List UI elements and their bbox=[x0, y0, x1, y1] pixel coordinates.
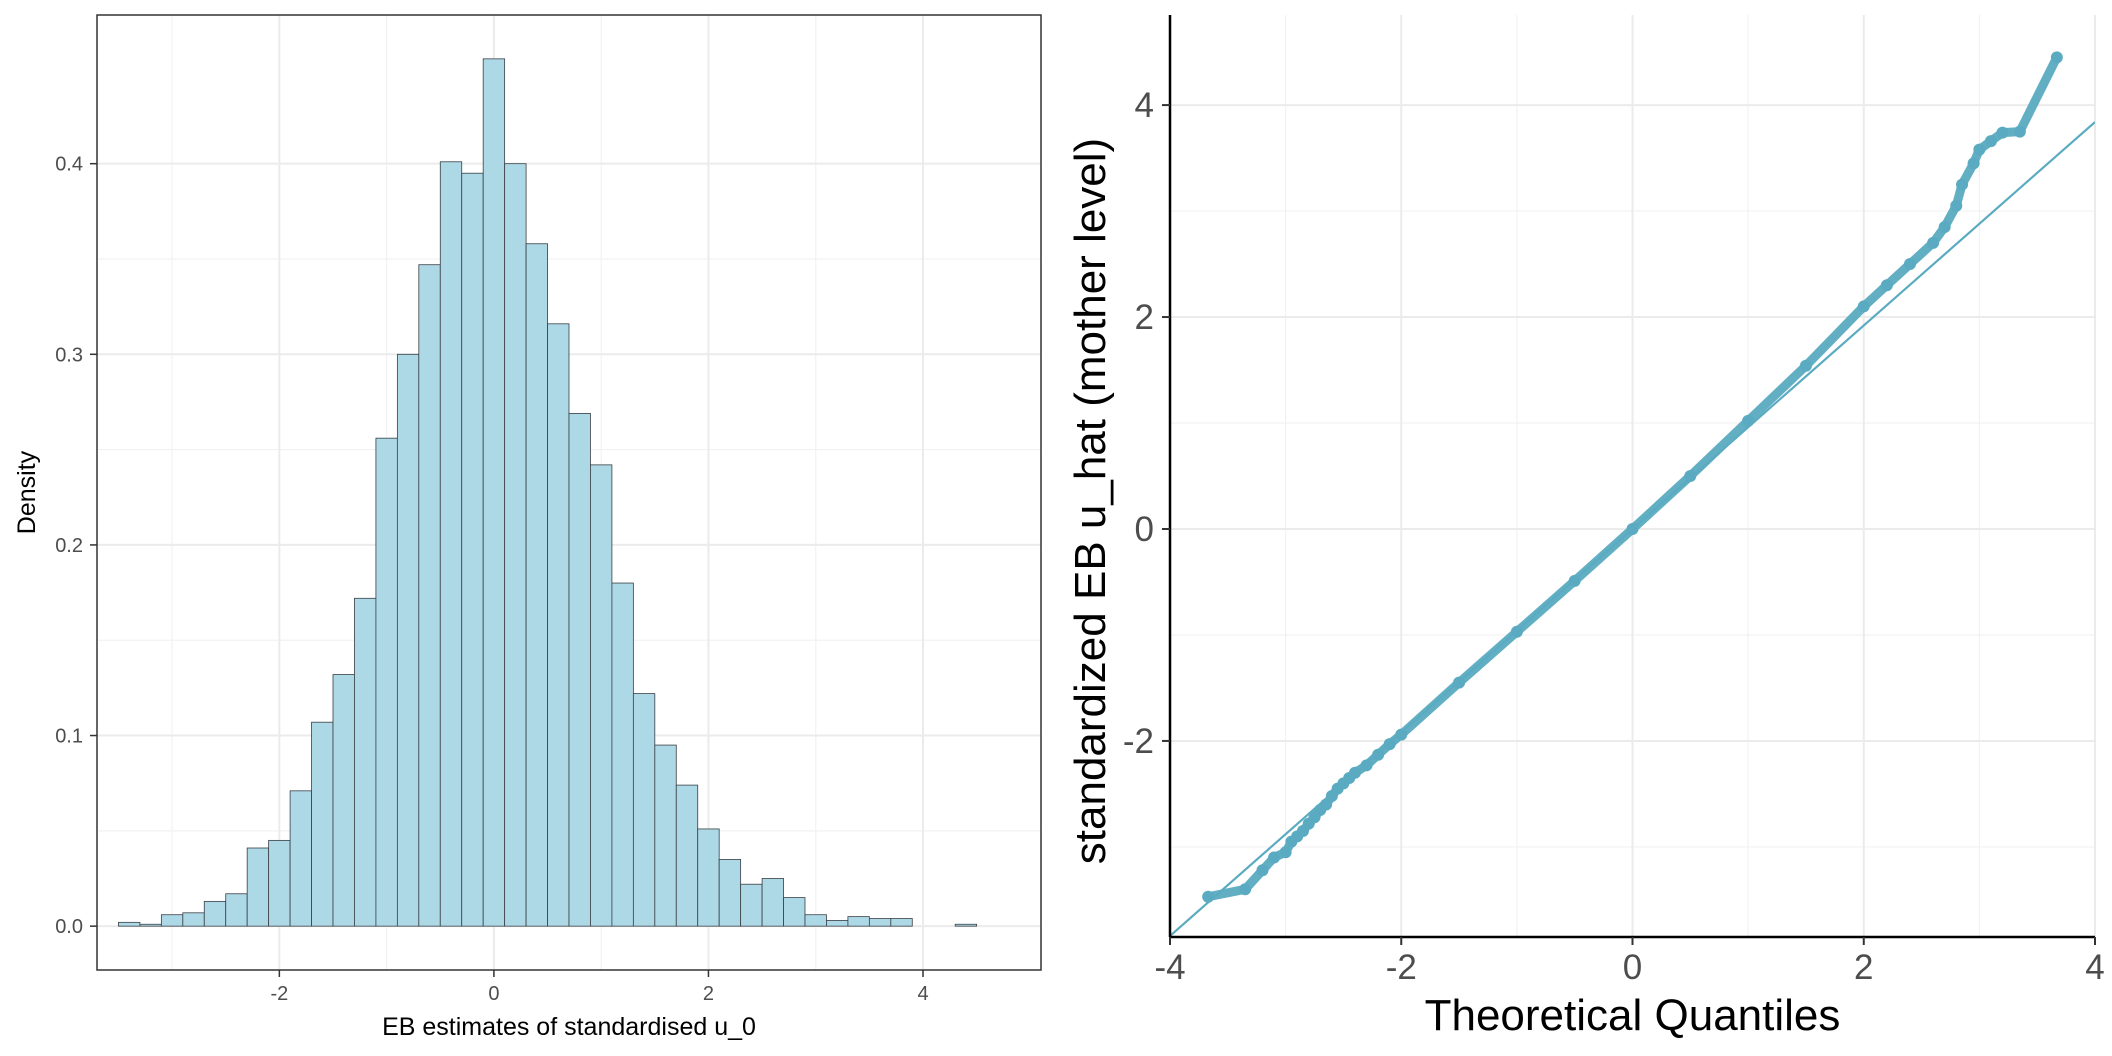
histogram-bar bbox=[568, 412, 591, 927]
y-tick-label: 0.2 bbox=[55, 535, 83, 557]
histogram-bar bbox=[847, 916, 870, 927]
qq-point bbox=[1383, 738, 1396, 751]
histogram-bar bbox=[354, 597, 377, 927]
histogram-bar bbox=[439, 161, 463, 927]
y-tick-label: 0 bbox=[1135, 510, 1154, 549]
histogram-bar bbox=[160, 914, 184, 927]
histogram-bar bbox=[139, 923, 162, 927]
histogram-bar bbox=[826, 920, 849, 927]
qq-point bbox=[1279, 846, 1292, 859]
y-axis-title: standardized EB u_hat (mother level) bbox=[1066, 138, 1115, 864]
histogram-bar bbox=[225, 893, 248, 927]
y-tick-label: -2 bbox=[1123, 722, 1154, 761]
qq-point bbox=[1239, 883, 1252, 896]
histogram-bar bbox=[396, 353, 420, 927]
qq-point bbox=[1349, 766, 1361, 779]
qq-point bbox=[1510, 625, 1523, 638]
histogram-bar bbox=[246, 847, 270, 927]
histogram-bar bbox=[418, 264, 441, 927]
qq-point bbox=[1568, 574, 1581, 587]
histogram-panel: -2 0 2 4 0.0 0.1 0.2 0.3 0.4 EB estimates of stan… bbox=[13, 14, 1042, 1041]
histogram-bar bbox=[525, 243, 548, 927]
histogram-bar bbox=[182, 912, 205, 927]
qq-point bbox=[1984, 135, 1997, 148]
y-tick-label: 4 bbox=[1135, 86, 1154, 125]
histogram-bar bbox=[461, 172, 484, 927]
qq-point bbox=[1320, 798, 1333, 811]
qq-point bbox=[1880, 279, 1893, 292]
histogram-bar bbox=[740, 883, 763, 927]
qq-point bbox=[2050, 51, 2063, 64]
x-tick-label: 2 bbox=[703, 983, 714, 1005]
x-tick-label: -2 bbox=[270, 983, 288, 1005]
histogram-bar bbox=[482, 58, 506, 927]
qq-point bbox=[1626, 522, 1639, 535]
qq-point bbox=[1453, 676, 1466, 689]
qq-point bbox=[1927, 236, 1940, 249]
y-tick-label: 2 bbox=[1135, 298, 1154, 337]
histogram-bar bbox=[611, 582, 634, 927]
histogram-bar bbox=[504, 163, 527, 927]
y-axis-title: Density bbox=[13, 450, 41, 534]
qq-point bbox=[1996, 126, 2009, 139]
histogram-bar bbox=[311, 721, 334, 927]
qq-point bbox=[1684, 470, 1697, 482]
histogram-bar bbox=[954, 923, 978, 927]
y-tick-label: 0.4 bbox=[55, 154, 83, 176]
x-tick-label: 0 bbox=[1623, 948, 1642, 987]
qq-point bbox=[1904, 258, 1916, 271]
x-axis-title: Theoretical Quantiles bbox=[1425, 991, 1841, 1040]
y-tick-label: 0.3 bbox=[55, 344, 83, 366]
qq-point bbox=[1857, 300, 1870, 313]
panel-border bbox=[96, 14, 1042, 971]
qq-point bbox=[1202, 890, 1215, 903]
x-tick-label: 4 bbox=[917, 983, 928, 1005]
qq-point bbox=[1395, 728, 1408, 741]
y-tick-label: 0.0 bbox=[55, 916, 83, 938]
qq-point bbox=[1268, 851, 1281, 864]
x-tick-label: 2 bbox=[1854, 948, 1873, 987]
x-axis-title: EB estimates of standardised u_0 bbox=[382, 1013, 756, 1041]
histogram-bar bbox=[868, 918, 892, 927]
histogram-bar bbox=[547, 323, 570, 927]
histogram-bar bbox=[632, 693, 656, 927]
histogram-bar bbox=[375, 437, 398, 927]
y-tick-label: 0.1 bbox=[55, 726, 83, 748]
qq-point bbox=[1799, 359, 1812, 372]
x-tick-label: -2 bbox=[1386, 948, 1417, 987]
histogram-bar bbox=[697, 828, 720, 927]
histogram-bar bbox=[332, 674, 355, 927]
histogram-bar bbox=[654, 744, 677, 927]
histogram-bar bbox=[268, 839, 291, 927]
qq-point bbox=[1938, 220, 1951, 233]
qq-point bbox=[1967, 157, 1980, 170]
histogram-bar bbox=[289, 790, 312, 927]
qq-point bbox=[1360, 759, 1373, 772]
qq-point bbox=[1956, 178, 1969, 191]
x-tick-label: -4 bbox=[1154, 948, 1185, 987]
qq-point bbox=[1372, 748, 1385, 761]
qq-point bbox=[1973, 143, 1986, 156]
qq-point bbox=[2013, 125, 2026, 138]
qq-plot-panel: -4 -2 0 2 4 -2 0 2 4 Theoretical Quantiles standar… bbox=[1066, 15, 2105, 1040]
histogram-bar bbox=[118, 921, 141, 927]
histogram-bar bbox=[203, 900, 227, 927]
histogram-bar bbox=[675, 784, 699, 927]
qq-point bbox=[1742, 414, 1755, 427]
histogram-bar bbox=[761, 878, 784, 927]
histogram-bar bbox=[804, 914, 827, 927]
histogram-bar bbox=[590, 464, 613, 927]
x-tick-label: 0 bbox=[488, 983, 499, 1005]
histogram-bar bbox=[890, 918, 913, 927]
qq-point bbox=[1950, 199, 1963, 212]
qq-point bbox=[1256, 864, 1269, 877]
histogram-bar bbox=[783, 897, 806, 927]
histogram-bar bbox=[718, 859, 742, 927]
x-tick-label: 4 bbox=[2085, 948, 2104, 987]
